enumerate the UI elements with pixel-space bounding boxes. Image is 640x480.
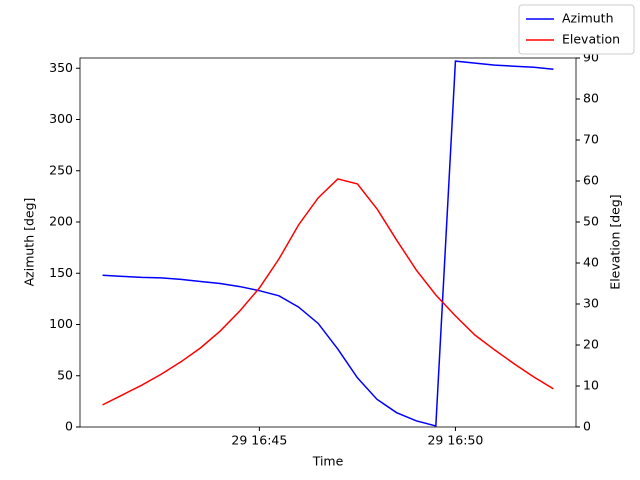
y-axis-label: Azimuth [deg]: [22, 198, 37, 287]
y2-tick-label: 40: [583, 255, 599, 270]
y-tick-label: 200: [49, 214, 73, 229]
y-tick-label: 150: [49, 265, 73, 280]
y2-tick-label: 70: [583, 132, 599, 147]
y2-tick-label: 60: [583, 173, 599, 188]
legend-label: Azimuth: [562, 11, 614, 26]
legend-label: Elevation: [562, 32, 620, 47]
y2-tick-label: 0: [583, 419, 591, 434]
y2-tick-label: 80: [583, 91, 599, 106]
y2-tick-label: 30: [583, 296, 599, 311]
y-tick-label: 100: [49, 316, 73, 331]
y-tick-label: 300: [49, 111, 73, 126]
y-tick-label: 350: [49, 60, 73, 75]
y2-axis-label: Elevation [deg]: [608, 194, 623, 289]
x-axis-label: Time: [312, 454, 344, 469]
y-tick-label: 0: [65, 419, 73, 434]
plot-frame: [79, 57, 577, 428]
y-tick-label: 50: [57, 367, 73, 382]
x-tick-label: 29 16:45: [231, 433, 287, 448]
x-tick-label: 29 16:50: [427, 433, 483, 448]
line-series: [102, 178, 554, 406]
y2-tick-label: 10: [583, 378, 599, 393]
y2-tick-label: 50: [583, 214, 599, 229]
line-series: [102, 60, 554, 427]
legend-box: [518, 4, 635, 55]
y2-tick-label: 20: [583, 337, 599, 352]
y-tick-label: 250: [49, 162, 73, 177]
